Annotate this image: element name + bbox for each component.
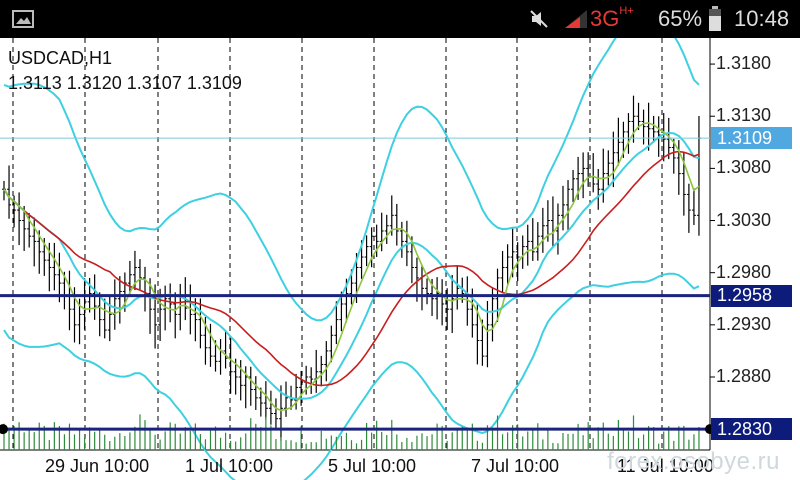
status-bar: 3G H+ 65% 10:48 [0, 0, 800, 38]
fast-ma-line [3, 122, 700, 412]
level-handle-left[interactable] [0, 424, 8, 435]
network-type-label: 3G [590, 6, 620, 31]
price-tick-label: 1.2980 [716, 261, 772, 282]
mute-icon [528, 0, 550, 38]
price-chart[interactable] [0, 38, 800, 480]
bollinger-middle-line [3, 131, 700, 400]
current-price-badge: 1.3109 [711, 127, 792, 150]
symbol-label: USDCAD,H1 [8, 48, 113, 68]
chart-area[interactable]: USDCAD,H1 1.3113 1.3120 1.3107 1.3109 1.… [0, 38, 800, 480]
watermark: forex.osobye.ru [607, 448, 780, 475]
time-tick-label: 11 Jul 10:00 [617, 456, 714, 476]
price-tick-label: 1.3130 [716, 105, 772, 126]
level-badge-upper[interactable]: 1.2958 [711, 284, 792, 307]
battery-percent: 65% [658, 6, 703, 31]
price-tick-label: 1.3180 [716, 53, 772, 74]
price-tick-label: 1.2930 [716, 313, 772, 334]
level-badge-lower[interactable]: 1.2830 [711, 418, 792, 441]
bollinger-upper-line [3, 38, 700, 322]
price-tick-label: 1.3080 [716, 157, 772, 178]
time-tick-label: 1 Jul 10:00 [185, 456, 274, 476]
bollinger-lower-line [3, 272, 700, 480]
time-tick-label: 29 Jun 10:00 [45, 456, 150, 476]
signal-icon [563, 0, 589, 38]
network-sup-label: H+ [619, 5, 634, 17]
battery-icon [708, 0, 722, 38]
ohlc-label: 1.3113 1.3120 1.3107 1.3109 [8, 73, 242, 93]
slow-ma-line [3, 150, 700, 387]
price-tick-label: 1.2880 [716, 365, 772, 386]
image-icon [12, 0, 34, 38]
time-tick-label: 7 Jul 10:00 [471, 456, 560, 476]
clock: 10:48 [734, 6, 790, 31]
time-tick-label: 5 Jul 10:00 [328, 456, 417, 476]
price-tick-label: 1.3030 [716, 209, 772, 230]
